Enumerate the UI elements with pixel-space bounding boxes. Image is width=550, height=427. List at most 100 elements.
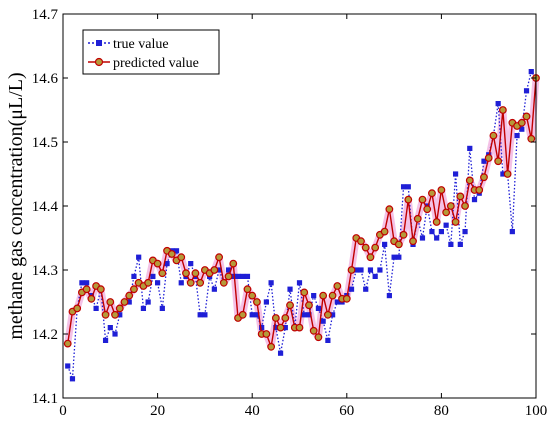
predicted-value-point-60: [342, 294, 351, 303]
predicted-value-point-97: [517, 118, 526, 127]
true-value-point-10: [107, 325, 113, 331]
x-tick-label-100: 100: [525, 403, 548, 419]
predicted-value-point-10: [106, 298, 115, 306]
true-value-point-99: [528, 69, 534, 75]
true-value-point-61: [348, 286, 355, 292]
predicted-value-point-20: [153, 259, 162, 268]
true-value-point-81: [443, 222, 449, 228]
predicted-value-point-47: [281, 314, 290, 322]
true-value-point-14: [126, 299, 132, 305]
true-value-point-39: [244, 273, 251, 279]
predicted-value-point-14: [125, 291, 134, 300]
predicted-value-point-13: [120, 298, 129, 306]
predicted-value-point-44: [267, 342, 276, 351]
predicted-value-point-5: [82, 285, 91, 294]
true-value-point-11: [112, 331, 118, 337]
predicted-value-point-72: [399, 230, 408, 239]
true-value-point-98: [523, 88, 530, 94]
predicted-value-point-28: [191, 269, 200, 278]
predicted-value-point-1: [63, 339, 72, 348]
true-value-point-65: [367, 267, 374, 273]
true-value-point-4: [79, 280, 85, 286]
true-value-point-50: [296, 280, 303, 286]
true-value-point-97: [519, 126, 525, 132]
true-value-point-79: [434, 235, 440, 241]
true-value-point-9: [102, 337, 109, 343]
predicted-value-point-46: [276, 323, 285, 332]
true-value-point-36: [230, 273, 236, 279]
true-value-point-57: [330, 312, 336, 318]
true-value-point-12: [117, 312, 123, 318]
predicted-value-point-83: [451, 218, 460, 226]
true-value-point-69: [386, 293, 392, 299]
predicted-value-point-61: [347, 266, 356, 274]
predicted-value-point-74: [409, 237, 417, 246]
predicted-value-point-78: [428, 189, 436, 198]
true-value-point-96: [514, 133, 520, 139]
true-value-point-25: [178, 280, 184, 286]
predicted-value-point-85: [461, 202, 469, 210]
predicted-value-point-84: [456, 192, 465, 201]
y-tick-label-6: 14.7: [32, 7, 59, 23]
predicted-value-point-43: [262, 330, 271, 338]
predicted-value-point-39: [243, 285, 252, 294]
true-value-point-18: [145, 299, 151, 305]
predicted-value-point-57: [328, 291, 337, 300]
true-value-point-53: [311, 293, 317, 299]
true-value-point-89: [481, 158, 487, 164]
predicted-value-point-91: [489, 131, 498, 140]
x-tick-label-80: 80: [434, 403, 449, 419]
legend-true-label: true value: [113, 37, 169, 52]
legend-pred-marker: [94, 57, 104, 67]
predicted-value-point-88: [475, 186, 484, 194]
predicted-value-point-40: [248, 291, 257, 300]
true-value-point-72: [400, 184, 407, 190]
predicted-value-point-80: [437, 186, 446, 194]
predicted-value-point-45: [271, 314, 280, 322]
predicted-value-point-26: [182, 269, 190, 278]
true-value-point-21: [159, 305, 165, 311]
legend-true-marker: [96, 40, 102, 46]
x-tick-label-20: 20: [150, 403, 165, 419]
y-tick-label-4: 14.5: [32, 135, 58, 151]
true-value-point-52: [306, 312, 312, 318]
predicted-value-point-69: [385, 205, 394, 214]
true-value-point-71: [396, 254, 402, 260]
predicted-value-point-92: [494, 157, 503, 166]
predicted-value-point-64: [361, 243, 370, 252]
predicted-value-point-65: [366, 253, 375, 262]
predicted-value-point-51: [300, 288, 309, 297]
true-value-point-20: [155, 280, 161, 286]
true-value-point-47: [282, 325, 288, 331]
true-value-point-5: [84, 280, 90, 286]
true-value-point-84: [457, 241, 463, 247]
predicted-value-point-33: [215, 253, 223, 262]
predicted-value-point-12: [115, 304, 124, 313]
true-value-point-27: [188, 261, 194, 267]
predicted-value-point-29: [196, 278, 205, 287]
predicted-value-point-27: [186, 278, 195, 287]
true-value-point-58: [334, 299, 340, 305]
true-value-point-95: [509, 229, 515, 235]
true-value-point-73: [405, 184, 411, 190]
true-value-point-48: [287, 286, 293, 292]
predicted-value-point-99: [527, 134, 536, 143]
predicted-value-point-18: [144, 278, 153, 287]
true-value-point-16: [136, 254, 142, 260]
axis-ticks: 0 20 40 60 80 100 14.1 14.2 14.3 14.4 14.5 14.6 14.7: [32, 7, 548, 419]
x-tick-label-60: 60: [339, 403, 354, 419]
y-tick-label-2: 14.3: [32, 263, 58, 279]
predicted-value-point-41: [253, 298, 261, 306]
predicted-value-point-54: [314, 333, 323, 342]
true-value-point-41: [254, 312, 260, 318]
true-value-point-70: [391, 254, 397, 260]
true-value-point-37: [235, 273, 241, 279]
predicted-value-point-8: [96, 285, 105, 294]
true-value-point-38: [240, 273, 246, 279]
true-value-point-80: [438, 229, 444, 235]
predicted-value-point-82: [446, 202, 455, 210]
predicted-value-point-56: [323, 310, 332, 319]
true-value-point-44: [268, 280, 274, 286]
true-value-point-66: [372, 273, 378, 279]
